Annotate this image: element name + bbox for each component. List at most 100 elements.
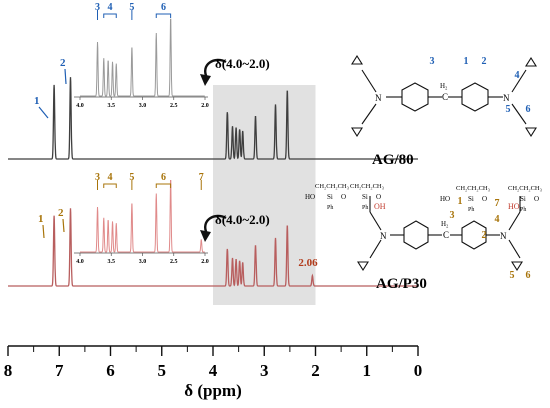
inset-tick-label: 3.0 xyxy=(139,103,147,109)
structure-numbers-agp30: 31 2 7 4 5 6 xyxy=(450,196,531,281)
peak-arrow xyxy=(64,68,67,85)
inset-spectrum-agp30 xyxy=(80,180,205,253)
inset-ticks-ag80: 4.0 3.5 3.0 2.5 2.0 xyxy=(76,97,209,109)
siloxane-si-label: Si xyxy=(520,195,526,203)
bond xyxy=(511,69,527,93)
sample-label-ag80: AG/80 xyxy=(372,152,414,168)
siloxane-o-label: O xyxy=(341,193,346,201)
atom-ch2: H₂ xyxy=(441,220,449,228)
inset-peak-label: 3 xyxy=(95,172,100,183)
x-tick-label: 3 xyxy=(260,361,269,380)
structure-number: 2 xyxy=(482,230,487,241)
x-tick-label: 7 xyxy=(55,361,64,380)
inset-peak-label: 4 xyxy=(108,172,113,183)
zoom-arrow-bottom-head xyxy=(200,230,211,242)
atom-oh: OH xyxy=(374,202,386,211)
benzene-ring xyxy=(461,220,487,250)
epoxide-ring xyxy=(351,54,363,65)
structure-number: 1 xyxy=(464,56,469,67)
atom-n: N xyxy=(375,93,382,103)
inset-peak-label: 6 xyxy=(161,2,166,13)
bond xyxy=(361,103,377,125)
bond xyxy=(369,239,382,259)
siloxane-ph-label: Ph xyxy=(362,205,368,211)
inset-tick-label: 4.0 xyxy=(76,259,84,265)
bond xyxy=(508,211,521,231)
structure-number: 6 xyxy=(526,270,531,281)
siloxane-si-label: Si xyxy=(362,193,368,201)
atom-c: C xyxy=(443,230,449,240)
spectrum-agp30 xyxy=(8,208,418,287)
inset-tick-label: 3.0 xyxy=(139,259,147,265)
bond xyxy=(508,239,521,259)
siloxane-ho-label: HO xyxy=(305,193,315,201)
epoxide-ring xyxy=(525,127,537,138)
structure-agp30 xyxy=(357,196,523,272)
x-tick-label: 1 xyxy=(363,361,372,380)
zoom-highlight-region xyxy=(213,85,316,305)
atom-n: N xyxy=(500,231,507,241)
siloxane-chains: CH₂CH₂CH₃ Si Ph O CH₂CH₂CH₃ Si Ph O CH₂CH₂CH₃ Si P… xyxy=(305,183,542,213)
zoom-arrow-top xyxy=(204,58,227,79)
peak-label: 1 xyxy=(34,95,40,107)
peak-value-label: 2.06 xyxy=(298,257,318,269)
inset-peak-label: 5 xyxy=(129,2,134,13)
structure-number: 7 xyxy=(495,198,500,209)
peak-label: 2 xyxy=(60,57,66,69)
siloxane-label: CH₂CH₂CH₃ xyxy=(508,185,542,192)
structure-number: 6 xyxy=(526,104,531,115)
inset-bracket xyxy=(155,183,172,188)
benzene-ring xyxy=(401,82,429,112)
inset-tick-label: 3.5 xyxy=(108,259,116,265)
x-axis-label: δ (ppm) xyxy=(184,381,241,400)
epoxide-ring xyxy=(511,261,523,272)
inset-tick-label: 4.0 xyxy=(76,103,84,109)
siloxane-ph-label: Ph xyxy=(327,205,333,211)
peak-label: 2 xyxy=(58,207,64,219)
zoom-arrow-bottom xyxy=(204,214,227,235)
inset-bracket xyxy=(103,183,117,188)
siloxane-si-label: Si xyxy=(468,195,474,203)
zoom-label-top: δ(4.0~2.0) xyxy=(215,56,270,71)
siloxane-o-label: O xyxy=(482,195,487,203)
inset-bracket xyxy=(103,13,117,18)
x-tick-label: 5 xyxy=(158,361,167,380)
siloxane-label: CH₂CH₂CH₃ xyxy=(456,185,490,192)
inset-tick-label: 2.0 xyxy=(201,259,209,265)
siloxane-o-label: O xyxy=(534,195,539,203)
benzene-ring xyxy=(403,220,429,250)
x-tick-label: 4 xyxy=(209,361,218,380)
inset-bracket xyxy=(155,13,172,18)
inset-peak-label: 5 xyxy=(129,172,134,183)
inset-peak-label: 7 xyxy=(199,172,204,183)
zoom-arrow-top-head xyxy=(200,74,211,86)
siloxane-ph-label: Ph xyxy=(468,207,474,213)
x-tick-label: 8 xyxy=(4,361,13,380)
x-tick-label: 0 xyxy=(414,361,423,380)
structure-numbers-ag80: 3 1 2 4 5 6 xyxy=(430,56,531,115)
structure-number: 5 xyxy=(510,270,515,281)
siloxane-o-label: O xyxy=(376,193,381,201)
atom-n: N xyxy=(503,93,510,103)
zoom-label-bottom: δ(4.0~2.0) xyxy=(215,212,270,227)
structure-ag80 xyxy=(351,54,537,138)
inset-peak-label: 3 xyxy=(95,2,100,13)
benzene-ring xyxy=(461,82,489,112)
structure-number: 3 xyxy=(430,56,435,67)
inset-tick-label: 3.5 xyxy=(108,103,116,109)
bond xyxy=(361,69,377,93)
peak-label: 1 xyxy=(38,213,44,225)
sample-label-agp30: AG/P30 xyxy=(376,276,427,292)
siloxane-label: CH₂CH₂CH₃ xyxy=(315,183,349,190)
inset-peak-label: 6 xyxy=(161,172,166,183)
main-peak-labels: 1 2 1 2 xyxy=(34,57,67,239)
spectrum-ag80 xyxy=(8,77,418,160)
inset-tick-label: 2.5 xyxy=(170,103,178,109)
epoxide-ring xyxy=(525,56,537,67)
x-tick-label: 2 xyxy=(311,361,320,380)
structure-number: 5 xyxy=(506,104,511,115)
structure-number: 2 xyxy=(482,56,487,67)
bond xyxy=(369,211,382,231)
